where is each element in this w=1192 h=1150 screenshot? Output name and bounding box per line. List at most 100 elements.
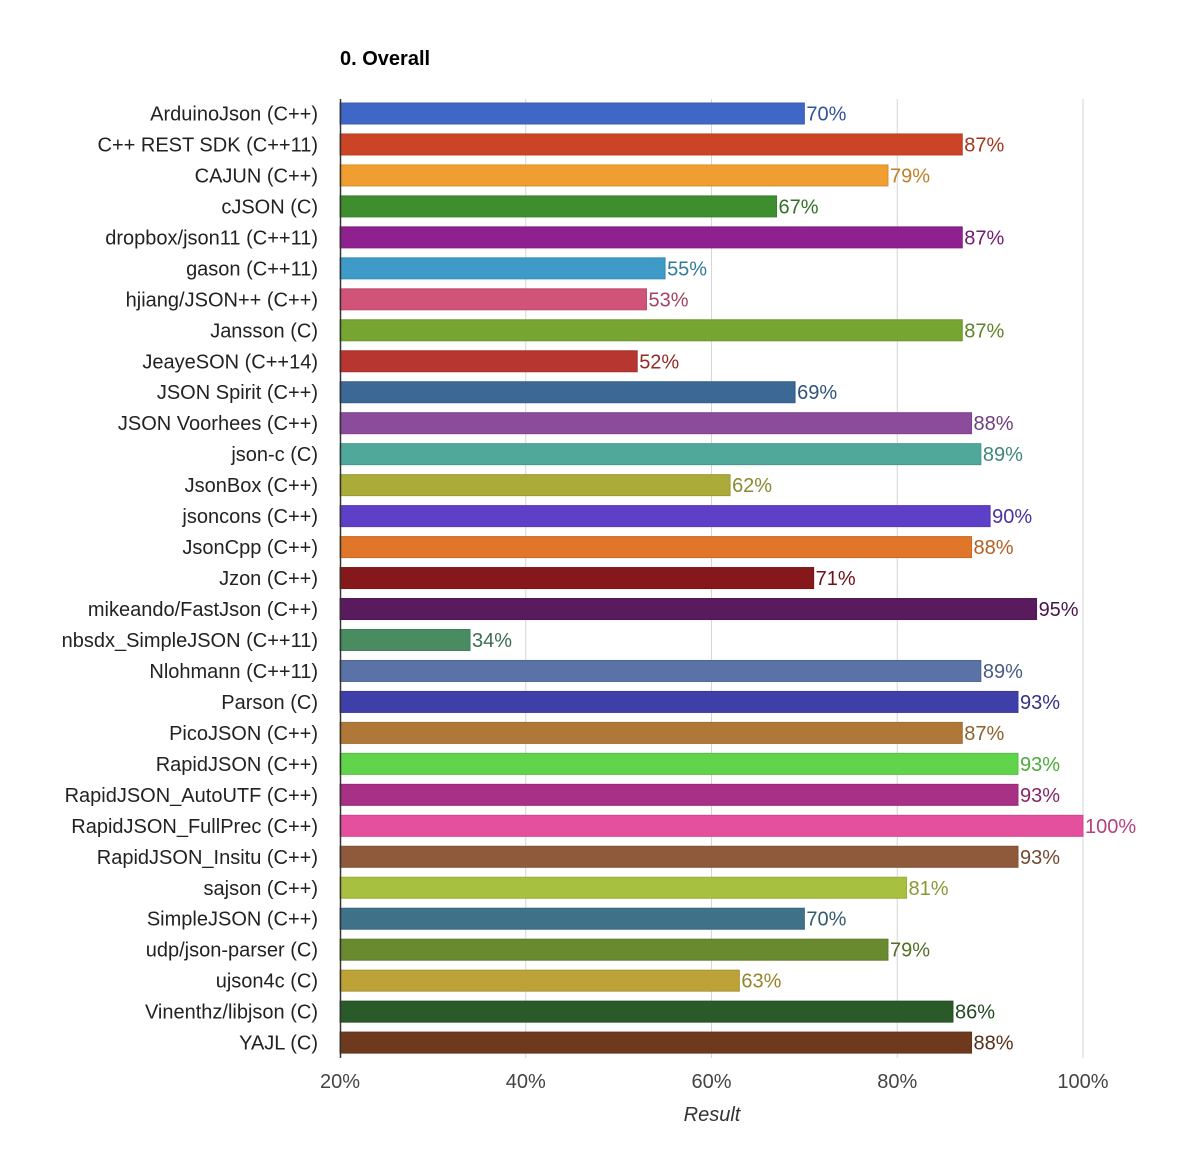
value-labels: 70% 87% 79% 67% 87% 55% 53% 87% 52% 69% 88% 89% 62% 9… — [472, 104, 1136, 1055]
value-label: 71% — [816, 568, 856, 590]
category-label: C++ REST SDK (C++11) — [98, 134, 318, 156]
value-label: 70% — [806, 909, 846, 931]
bar — [339, 628, 471, 651]
bar — [339, 567, 815, 590]
value-label: 79% — [890, 940, 930, 962]
value-label: 90% — [992, 506, 1032, 528]
value-label: 87% — [964, 320, 1004, 342]
bar — [339, 783, 1019, 806]
category-label: JSON Voorhees (C++) — [118, 413, 318, 435]
value-label: 93% — [1020, 754, 1060, 776]
value-label: 69% — [797, 382, 837, 404]
value-label: 55% — [667, 258, 707, 280]
bars — [339, 102, 1084, 1054]
value-label: 100% — [1085, 816, 1136, 838]
value-label: 93% — [1020, 785, 1060, 807]
value-label: 87% — [964, 134, 1004, 156]
bar — [339, 1031, 973, 1054]
bar — [339, 721, 963, 744]
category-label: nbsdx_SimpleJSON (C++11) — [62, 630, 318, 652]
value-label: 93% — [1020, 847, 1060, 869]
bar — [339, 598, 1038, 621]
value-label: 88% — [974, 537, 1014, 559]
bar — [339, 690, 1019, 713]
category-label: Vinenthz/libjson (C) — [145, 1002, 318, 1024]
category-label: sajson (C++) — [204, 878, 319, 900]
bar — [339, 288, 647, 311]
bar — [339, 257, 666, 280]
bar — [339, 845, 1019, 868]
category-label: YAJL (C) — [239, 1033, 318, 1055]
category-label: RapidJSON (C++) — [156, 754, 318, 776]
category-label: Nlohmann (C++11) — [149, 661, 318, 683]
category-label: JSON Spirit (C++) — [157, 382, 318, 404]
category-labels: ArduinoJson (C++) C++ REST SDK (C++11) CAJ… — [62, 104, 318, 1055]
value-label: 88% — [974, 1033, 1014, 1055]
x-tick-label: 80% — [877, 1071, 917, 1093]
value-label: 87% — [964, 723, 1004, 745]
category-label: RapidJSON_FullPrec (C++) — [71, 816, 318, 838]
category-label: RapidJSON_Insitu (C++) — [97, 847, 318, 869]
category-label: hjiang/JSON++ (C++) — [126, 289, 318, 311]
bar — [339, 505, 991, 528]
value-label: 86% — [955, 1002, 995, 1024]
bar — [339, 1000, 954, 1023]
category-label: udp/json-parser (C) — [146, 940, 318, 962]
category-label: CAJUN (C++) — [195, 165, 318, 187]
category-label: SimpleJSON (C++) — [147, 909, 318, 931]
bar — [339, 659, 982, 682]
value-label: 79% — [890, 165, 930, 187]
category-label: PicoJSON (C++) — [169, 723, 318, 745]
bar — [339, 133, 963, 156]
x-tick-label: 20% — [320, 1071, 360, 1093]
value-label: 87% — [964, 227, 1004, 249]
x-tick-label: 100% — [1057, 1071, 1108, 1093]
bar — [339, 876, 908, 899]
category-label: ArduinoJson (C++) — [150, 104, 318, 126]
value-label: 53% — [648, 289, 688, 311]
category-label: jsoncons (C++) — [181, 506, 318, 528]
category-label: JeayeSON (C++14) — [142, 351, 318, 373]
value-label: 70% — [806, 104, 846, 126]
bar — [339, 226, 963, 249]
category-label: cJSON (C) — [221, 196, 318, 218]
bar — [339, 350, 638, 373]
category-label: mikeando/FastJson (C++) — [88, 599, 318, 621]
bar — [339, 319, 963, 342]
category-label: gason (C++11) — [186, 258, 318, 280]
value-label: 81% — [909, 878, 949, 900]
bar — [339, 474, 731, 497]
category-label: Jzon (C++) — [219, 568, 318, 590]
bar — [339, 164, 889, 187]
bar — [339, 938, 889, 961]
category-label: Jansson (C) — [210, 320, 318, 342]
value-label: 62% — [732, 475, 772, 497]
bar — [339, 907, 805, 930]
category-label: Parson (C) — [221, 692, 318, 714]
bar — [339, 102, 805, 125]
value-label: 34% — [472, 630, 512, 652]
category-label: JsonBox (C++) — [185, 475, 318, 497]
value-label: 89% — [983, 661, 1023, 683]
bar — [339, 443, 982, 466]
x-tick-label: 40% — [506, 1071, 546, 1093]
value-label: 89% — [983, 444, 1023, 466]
bar — [339, 814, 1084, 837]
value-label: 67% — [779, 196, 819, 218]
value-label: 88% — [974, 413, 1014, 435]
x-axis-label: Result — [684, 1104, 742, 1126]
bar — [339, 536, 973, 559]
category-label: JsonCpp (C++) — [182, 537, 318, 559]
x-axis-ticks: 20% 40% 60% 80% 100% — [320, 1071, 1109, 1093]
bar — [339, 195, 778, 218]
bar — [339, 412, 973, 435]
bar — [339, 381, 796, 404]
category-label: dropbox/json11 (C++11) — [105, 227, 318, 249]
category-label: RapidJSON_AutoUTF (C++) — [65, 785, 318, 807]
category-label: json-c (C) — [230, 444, 318, 466]
value-label: 95% — [1039, 599, 1079, 621]
category-label: ujson4c (C) — [216, 971, 318, 993]
bar — [339, 969, 740, 992]
value-label: 63% — [741, 971, 781, 993]
